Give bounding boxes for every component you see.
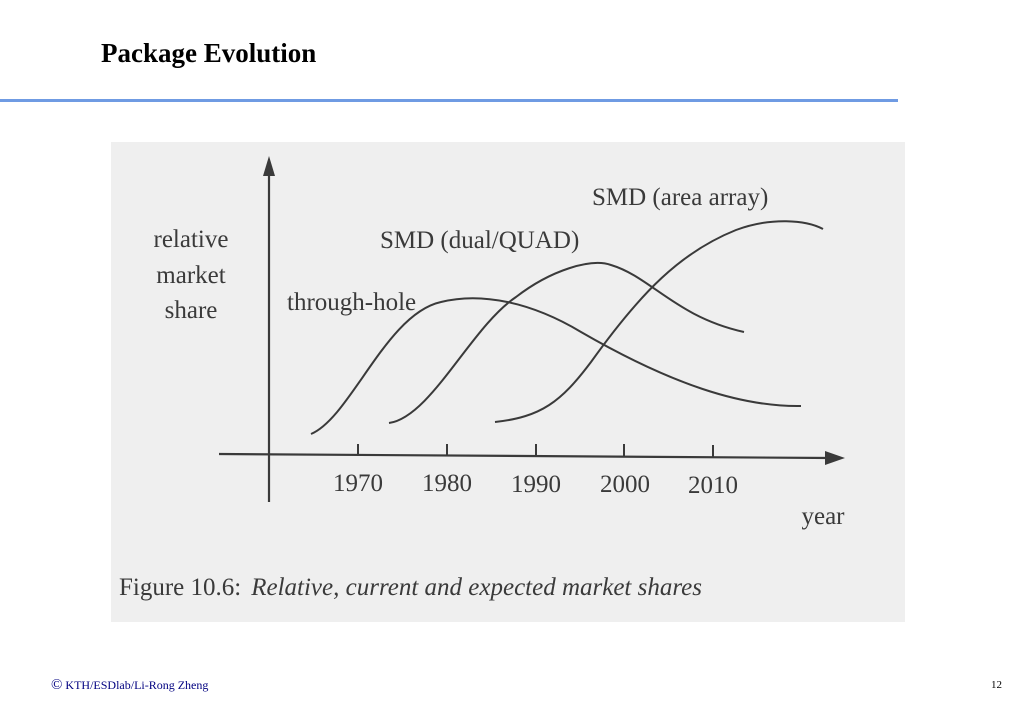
y-axis-label-line: share bbox=[165, 297, 218, 324]
title-divider bbox=[0, 99, 898, 102]
figure-panel: 1970 1980 1990 2000 2010 year relative m… bbox=[111, 142, 905, 622]
curve-label-smd-dual-quad: SMD (dual/QUAD) bbox=[380, 227, 579, 254]
x-tick-label: 1980 bbox=[422, 470, 472, 497]
x-axis-arrow-icon bbox=[825, 451, 845, 465]
y-axis-label-line: relative bbox=[154, 226, 229, 253]
y-axis-arrow-icon bbox=[263, 156, 275, 176]
curve-smd-area-array bbox=[494, 220, 824, 423]
x-tick-label: 2000 bbox=[600, 471, 650, 498]
copyright-icon: © bbox=[51, 677, 63, 693]
figure-caption-prefix: Figure 10.6: bbox=[119, 574, 241, 601]
curve-label-smd-area-array: SMD (area array) bbox=[592, 184, 768, 211]
x-tick-label: 2010 bbox=[688, 472, 738, 499]
footer-text: KTH/ESDlab/Li-Rong Zheng bbox=[65, 678, 209, 692]
figure-caption: Figure 10.6: Relative, current and expect… bbox=[119, 574, 702, 601]
figure-caption-text: Relative, current and expected market sh… bbox=[250, 574, 702, 601]
x-axis-label: year bbox=[801, 503, 845, 530]
curve-label-through-hole: through-hole bbox=[287, 289, 416, 316]
x-tick-label: 1970 bbox=[333, 470, 383, 497]
x-tick-label: 1990 bbox=[511, 471, 561, 498]
slide-title: Package Evolution bbox=[101, 38, 317, 68]
footer-copyright: © KTH/ESDlab/Li-Rong Zheng bbox=[51, 677, 208, 694]
y-axis-label-line: market bbox=[156, 262, 225, 289]
curve-through-hole bbox=[310, 297, 802, 435]
page-number: 12 bbox=[991, 679, 1002, 691]
market-share-diagram: 1970 1980 1990 2000 2010 year relative m… bbox=[119, 156, 845, 601]
curve-smd-dual-quad bbox=[388, 262, 745, 424]
x-axis bbox=[218, 452, 832, 460]
